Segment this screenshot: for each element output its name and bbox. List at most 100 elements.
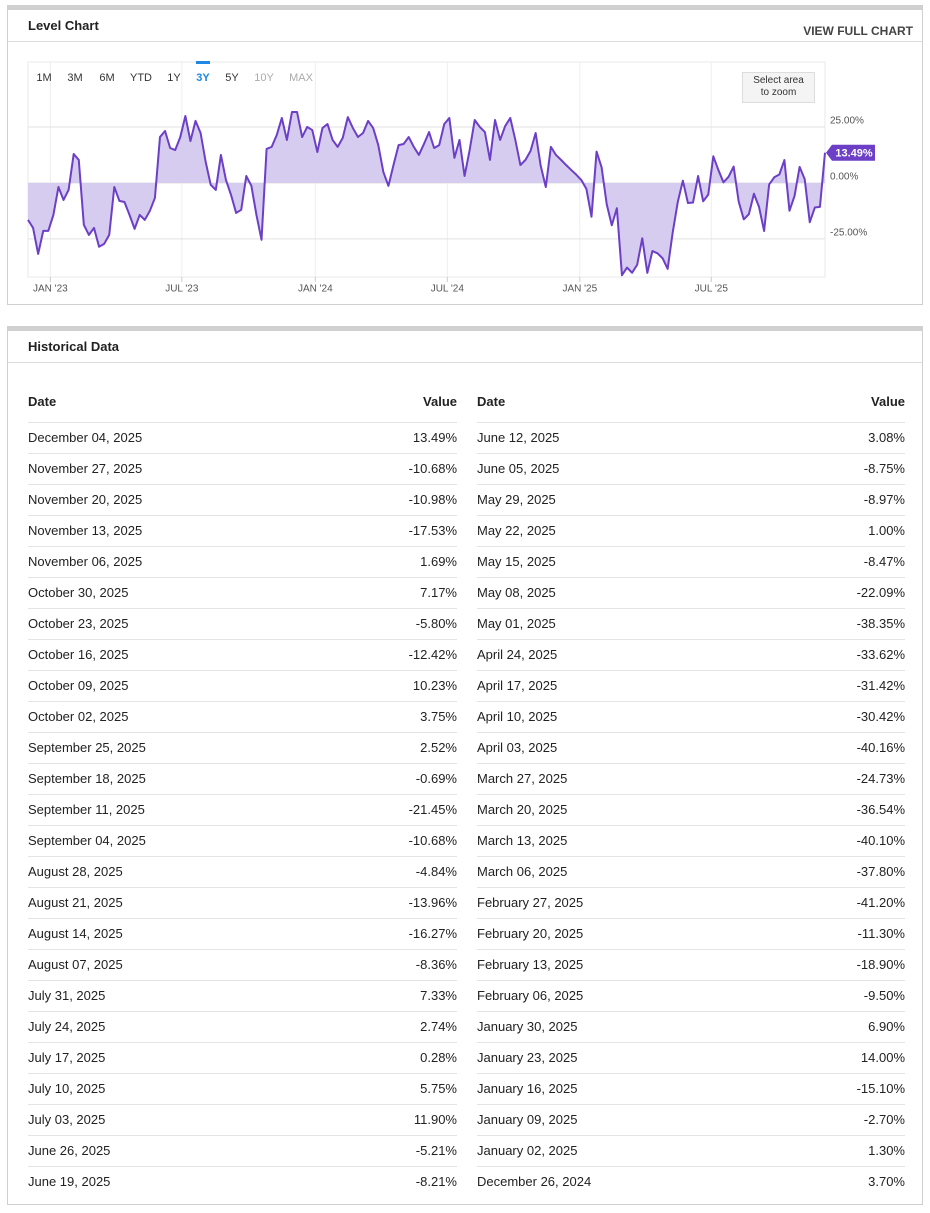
x-tick-label: JUL '23 [165,284,199,295]
date-cell: October 30, 2025 [28,585,129,600]
value-cell: -8.36% [415,957,457,972]
row-separator [28,949,457,950]
date-cell: November 20, 2025 [28,492,143,507]
y-tick-label: -25.00% [830,228,867,239]
divider [8,362,922,363]
row-separator [28,763,457,764]
value-cell: -4.84% [415,864,457,879]
date-cell: October 02, 2025 [28,709,129,724]
value-cell: -36.54% [856,802,905,817]
value-cell: -5.21% [415,1143,457,1158]
date-cell: April 17, 2025 [477,678,558,693]
row-separator [477,670,905,671]
range-button[interactable]: 1M [36,72,51,84]
row-separator [477,1104,905,1105]
value-cell: -12.42% [408,647,457,662]
row-separator [477,639,905,640]
row-separator [477,1135,905,1136]
date-cell: May 29, 2025 [477,492,556,507]
range-button: MAX [289,72,314,84]
x-tick-label: JAN '23 [33,284,68,295]
row-separator [28,453,457,454]
row-separator [28,856,457,857]
row-separator [28,794,457,795]
x-tick-label: JAN '25 [562,284,597,295]
value-cell: -10.68% [408,461,457,476]
date-cell: June 05, 2025 [477,461,560,476]
x-tick-label: JAN '24 [298,284,333,295]
value-cell: 3.70% [868,1174,905,1189]
date-cell: January 09, 2025 [477,1112,578,1127]
row-separator [28,1135,457,1136]
date-cell: December 26, 2024 [477,1174,592,1189]
value-cell: -10.98% [408,492,457,507]
y-tick-label: 25.00% [830,116,864,127]
value-cell: 5.75% [420,1081,457,1096]
row-separator [477,453,905,454]
row-separator [477,732,905,733]
date-cell: January 16, 2025 [477,1081,578,1096]
range-button[interactable]: 1Y [167,72,181,84]
x-tick-label: JUL '25 [695,284,729,295]
row-separator [477,484,905,485]
value-cell: -8.97% [863,492,905,507]
date-cell: September 18, 2025 [28,771,146,786]
date-cell: September 11, 2025 [28,802,145,817]
value-cell: -41.20% [856,895,905,910]
row-separator [477,608,905,609]
row-separator [477,422,905,423]
date-cell: February 27, 2025 [477,895,584,910]
value-cell: -33.62% [856,647,905,662]
row-separator [477,1166,905,1167]
date-cell: May 15, 2025 [477,554,556,569]
row-separator [477,887,905,888]
level-chart: JAN '23 JUL '23 JAN '24 JUL '24 JAN '25 JUL '… [27,61,875,295]
row-separator [28,1104,457,1105]
value-cell: -0.69% [415,771,457,786]
view-full-chart-link[interactable]: VIEW FULL CHART [803,24,913,38]
range-button[interactable]: YTD [130,72,152,84]
range-button[interactable]: 3M [67,72,82,84]
x-tick-label: JUL '24 [431,284,465,295]
date-cell: January 02, 2025 [477,1143,578,1158]
date-cell: August 21, 2025 [28,895,123,910]
value-cell: -38.35% [856,616,905,631]
value-cell: -22.09% [856,585,905,600]
row-separator [28,670,457,671]
range-button[interactable]: 6M [99,72,114,84]
date-cell: November 27, 2025 [28,461,143,476]
date-cell: May 08, 2025 [477,585,556,600]
value-cell: -11.30% [857,926,905,941]
date-cell: November 13, 2025 [28,523,143,538]
row-separator [477,546,905,547]
value-cell: 0.28% [420,1050,457,1065]
range-button: 10Y [254,72,274,84]
range-button[interactable]: 5Y [225,72,239,84]
row-separator [477,763,905,764]
column-header: Date [28,394,57,409]
row-separator [28,577,457,578]
row-separator [28,422,457,423]
value-cell: 13.49% [412,430,457,445]
range-button[interactable]: 3Y [196,72,210,84]
date-cell: June 19, 2025 [28,1174,111,1189]
date-cell: November 06, 2025 [28,554,143,569]
date-cell: March 06, 2025 [477,864,568,879]
row-separator [28,732,457,733]
date-cell: December 04, 2025 [28,430,143,445]
value-cell: 3.08% [868,430,905,445]
row-separator [477,1042,905,1043]
value-cell: -15.10% [856,1081,905,1096]
date-cell: August 28, 2025 [28,864,123,879]
date-cell: July 31, 2025 [28,988,106,1003]
date-cell: February 20, 2025 [477,926,584,941]
date-cell: January 30, 2025 [477,1019,578,1034]
date-cell: July 03, 2025 [28,1112,106,1127]
date-cell: June 26, 2025 [28,1143,111,1158]
value-cell: 1.69% [420,554,457,569]
row-separator [28,887,457,888]
value-cell: -37.80% [856,864,905,879]
last-value-badge [826,144,875,161]
value-cell: -8.75% [863,461,905,476]
